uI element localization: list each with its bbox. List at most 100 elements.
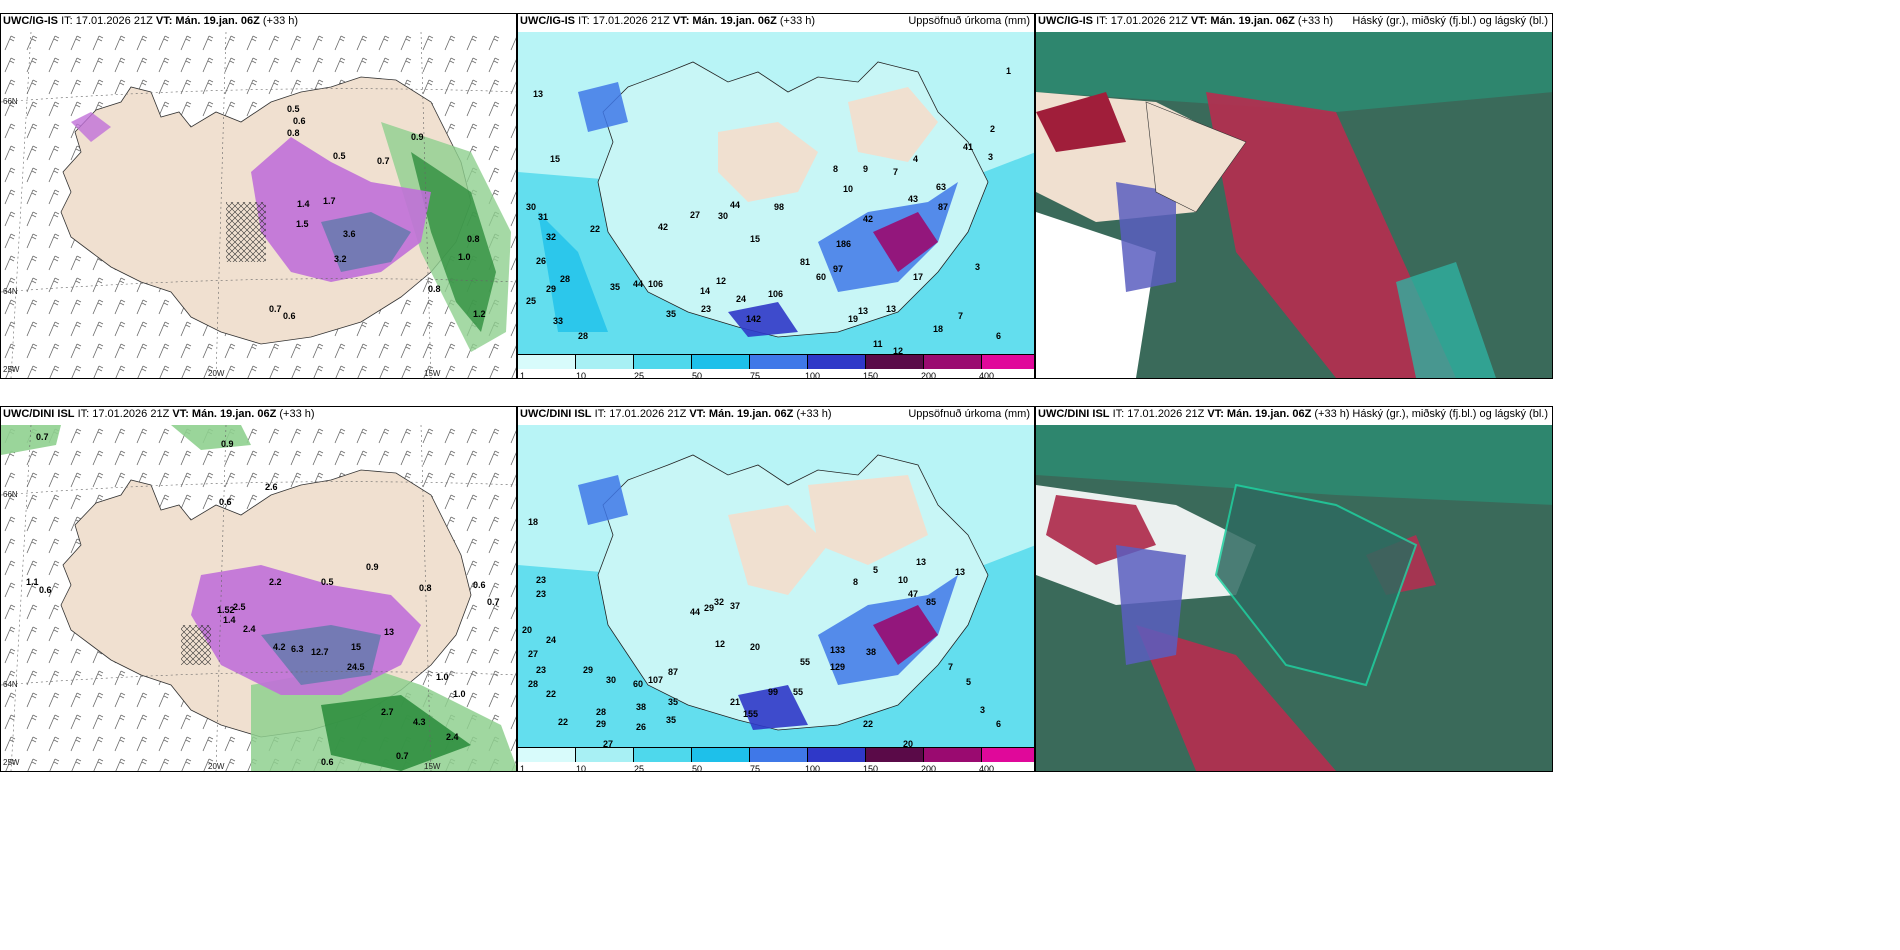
colorbar-bin (866, 355, 924, 369)
svg-text:44: 44 (633, 279, 643, 289)
svg-text:20: 20 (522, 625, 532, 635)
cloud-map[interactable] (1036, 425, 1553, 771)
svg-text:44: 44 (690, 607, 700, 617)
svg-text:30: 30 (606, 675, 616, 685)
svg-text:2.4: 2.4 (243, 624, 256, 634)
panel-clouds-top: UWC/IG-IS IT: 17.01.2026 21Z VT: Mán. 19… (1035, 13, 1553, 379)
svg-text:3: 3 (975, 262, 980, 272)
svg-text:87: 87 (938, 202, 948, 212)
svg-text:0.7: 0.7 (396, 751, 409, 761)
svg-text:129: 129 (830, 662, 845, 672)
precip-map[interactable]: 18 23 23 20 24 27 23 28 29 22 22 28 29 2… (518, 425, 1035, 747)
svg-text:18: 18 (933, 324, 943, 334)
precip-value-labels: 18 23 23 20 24 27 23 28 29 22 22 28 29 2… (522, 517, 1001, 747)
panel-right-title: Háský (gr.), miðský (fj.bl.) og lágský (… (1352, 408, 1548, 420)
lon-label-15w: 15W (424, 369, 441, 378)
svg-text:28: 28 (578, 331, 588, 341)
svg-text:38: 38 (636, 702, 646, 712)
panel-title: UWC/DINI ISL IT: 17.01.2026 21Z VT: Mán.… (1038, 408, 1350, 420)
svg-text:30: 30 (526, 202, 536, 212)
colorbar-bin (576, 748, 634, 762)
svg-text:28: 28 (560, 274, 570, 284)
svg-text:1.7: 1.7 (323, 196, 336, 206)
svg-text:10: 10 (843, 184, 853, 194)
svg-text:15: 15 (750, 234, 760, 244)
panel-right-title: Uppsöfnuð úrkoma (mm) (908, 15, 1030, 27)
svg-text:0.6: 0.6 (219, 497, 232, 507)
colorbar-bin (692, 355, 750, 369)
lon-label-20w: 20W (208, 369, 225, 378)
svg-text:4: 4 (913, 154, 918, 164)
svg-text:0.5: 0.5 (321, 577, 334, 587)
svg-text:0.6: 0.6 (473, 580, 486, 590)
svg-text:7: 7 (948, 662, 953, 672)
svg-text:0.5: 0.5 (287, 104, 300, 114)
svg-text:32: 32 (714, 597, 724, 607)
svg-text:37: 37 (730, 601, 740, 611)
svg-text:55: 55 (800, 657, 810, 667)
svg-text:17: 17 (913, 272, 923, 282)
snow-map[interactable]: 66N 64N 25W 20W 15W 0.5 0.6 0.8 1.4 1.7 … (1, 32, 517, 378)
svg-text:12: 12 (716, 276, 726, 286)
svg-text:0.6: 0.6 (283, 311, 296, 321)
svg-text:29: 29 (596, 719, 606, 729)
svg-text:29: 29 (704, 603, 714, 613)
svg-text:0.8: 0.8 (287, 128, 300, 138)
svg-text:81: 81 (800, 257, 810, 267)
colorbar-bin (808, 748, 866, 762)
svg-text:87: 87 (668, 667, 678, 677)
colorbar-bin (808, 355, 866, 369)
precip-map[interactable]: 13 15 30 31 32 26 25 29 28 33 28 22 35 4… (518, 32, 1035, 354)
svg-text:12: 12 (893, 346, 903, 354)
svg-text:23: 23 (536, 589, 546, 599)
svg-text:0.7: 0.7 (487, 597, 500, 607)
svg-text:5: 5 (966, 677, 971, 687)
svg-text:0.7: 0.7 (269, 304, 282, 314)
svg-text:1.0: 1.0 (458, 252, 471, 262)
svg-text:106: 106 (648, 279, 663, 289)
svg-text:0.8: 0.8 (419, 583, 432, 593)
svg-text:85: 85 (926, 597, 936, 607)
svg-text:24: 24 (736, 294, 746, 304)
precip-colorbar (518, 747, 1034, 763)
svg-text:22: 22 (546, 689, 556, 699)
panel-title: UWC/IG-IS IT: 17.01.2026 21Z VT: Mán. 19… (1038, 15, 1334, 27)
colorbar-bin (982, 748, 1034, 762)
lat-label-64n: 64N (3, 680, 18, 689)
svg-text:2.5: 2.5 (233, 602, 246, 612)
svg-text:1.1: 1.1 (26, 577, 39, 587)
panel-title: UWC/DINI ISL IT: 17.01.2026 21Z VT: Mán.… (3, 408, 315, 420)
colorbar-bin (634, 355, 692, 369)
svg-text:26: 26 (536, 256, 546, 266)
svg-text:0.9: 0.9 (411, 132, 424, 142)
svg-text:3.2: 3.2 (334, 254, 347, 264)
svg-text:42: 42 (658, 222, 668, 232)
lat-label-66n: 66N (3, 97, 18, 106)
snow-map[interactable]: 66N 64N 25W 20W 15W 0.7 0.9 0.6 1.1 0.6 … (1, 425, 517, 771)
svg-text:20: 20 (903, 739, 913, 747)
svg-text:14: 14 (700, 286, 710, 296)
svg-text:15: 15 (550, 154, 560, 164)
svg-text:33: 33 (553, 316, 563, 326)
svg-text:0.7: 0.7 (36, 432, 49, 442)
precip-colorbar (518, 354, 1034, 370)
colorbar-ticks: 1 10 25 50 75 100 150 200 400 (520, 371, 995, 379)
svg-text:27: 27 (528, 649, 538, 659)
svg-text:3: 3 (980, 705, 985, 715)
svg-text:1: 1 (1006, 66, 1011, 76)
cloud-map[interactable] (1036, 32, 1553, 378)
svg-text:7: 7 (893, 167, 898, 177)
svg-text:0.9: 0.9 (366, 562, 379, 572)
colorbar-bin (750, 748, 808, 762)
svg-text:98: 98 (774, 202, 784, 212)
svg-text:23: 23 (536, 665, 546, 675)
lon-label-25w: 25W (3, 365, 20, 374)
lon-label-15w: 15W (424, 762, 441, 771)
svg-text:6.3: 6.3 (291, 644, 304, 654)
svg-text:35: 35 (666, 715, 676, 725)
svg-text:0.7: 0.7 (377, 156, 390, 166)
svg-text:2.4: 2.4 (446, 732, 459, 742)
svg-text:21: 21 (730, 697, 740, 707)
lon-label-25w: 25W (3, 758, 20, 767)
svg-text:13: 13 (858, 306, 868, 316)
